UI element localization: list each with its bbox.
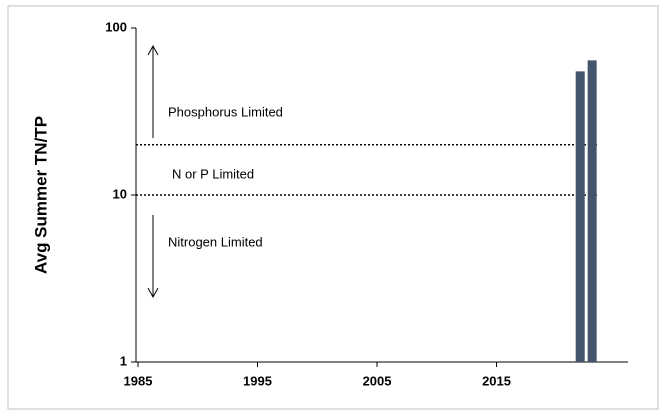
y-tick-label: 100 [105, 19, 127, 34]
bar [587, 60, 597, 362]
y-tick-label: 1 [120, 353, 127, 368]
arrows [147, 44, 159, 299]
chart-border [7, 5, 659, 410]
x-tick-label: 1985 [124, 373, 153, 388]
x-tick-label: 2015 [482, 373, 511, 388]
x-tick-label: 1995 [243, 373, 272, 388]
annotation: N or P Limited [172, 166, 254, 181]
x-tick-label: 2005 [363, 373, 392, 388]
y-tick-label: 10 [113, 186, 127, 201]
bar [575, 71, 585, 362]
y-axis-label: Avg Summer TN/TP [31, 116, 50, 274]
annotation: Phosphorus Limited [168, 104, 283, 119]
annotation: Nitrogen Limited [168, 234, 263, 249]
